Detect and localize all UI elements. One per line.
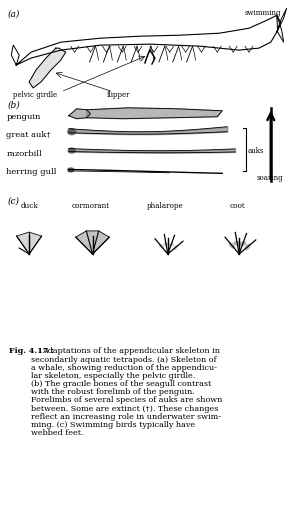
Polygon shape (76, 232, 109, 254)
Text: phalarope: phalarope (146, 202, 183, 210)
Text: Adaptations of the appendicular skeleton in: Adaptations of the appendicular skeleton… (42, 347, 220, 355)
Polygon shape (17, 233, 42, 254)
Ellipse shape (159, 245, 164, 249)
Text: Fig. 4.17 :: Fig. 4.17 : (9, 347, 57, 355)
Text: with the robust forelimb of the penguin.: with the robust forelimb of the penguin. (31, 387, 195, 395)
Ellipse shape (229, 243, 235, 249)
Text: herring gull: herring gull (6, 168, 57, 176)
Text: flipper: flipper (106, 91, 130, 99)
Text: (b) The gracile bones of the seagull contrast: (b) The gracile bones of the seagull con… (31, 379, 211, 387)
Text: pelvic girdle: pelvic girdle (13, 91, 57, 99)
Text: cormorant: cormorant (71, 202, 110, 210)
Ellipse shape (68, 129, 76, 135)
Text: soaring: soaring (257, 174, 284, 182)
Polygon shape (29, 49, 66, 89)
Text: between. Some are extinct (†). These changes: between. Some are extinct (†). These cha… (31, 404, 218, 412)
Text: Forelimbs of several species of auks are shown: Forelimbs of several species of auks are… (31, 395, 222, 404)
Text: coot: coot (229, 202, 245, 210)
Polygon shape (87, 108, 222, 120)
Ellipse shape (245, 244, 250, 250)
Text: auks: auks (248, 146, 264, 154)
Text: a whale, showing reduction of the appendicu-: a whale, showing reduction of the append… (31, 363, 217, 371)
Text: penguin: penguin (6, 112, 41, 121)
Text: swimming: swimming (244, 9, 281, 17)
Text: ming. (c) Swimming birds typically have: ming. (c) Swimming birds typically have (31, 420, 195, 428)
Polygon shape (69, 109, 90, 120)
Text: razorbill: razorbill (6, 149, 42, 157)
Text: (c): (c) (7, 196, 19, 205)
Ellipse shape (240, 242, 246, 246)
Text: secondarily aquatic tetrapods. (a) Skeleton of: secondarily aquatic tetrapods. (a) Skele… (31, 355, 217, 363)
Ellipse shape (169, 243, 173, 247)
Text: lar skeleton, especially the pelvic girdle.: lar skeleton, especially the pelvic gird… (31, 371, 195, 379)
Text: (b): (b) (7, 101, 20, 109)
Ellipse shape (68, 149, 75, 154)
Ellipse shape (164, 243, 168, 246)
Text: reflect an increasing role in underwater swim-: reflect an increasing role in underwater… (31, 412, 221, 420)
Text: duck: duck (20, 202, 38, 210)
Text: great auk†: great auk† (6, 130, 51, 138)
Text: webbed feet.: webbed feet. (31, 428, 84, 436)
Ellipse shape (234, 242, 241, 246)
Text: (a): (a) (7, 9, 20, 18)
Ellipse shape (173, 246, 177, 250)
Ellipse shape (68, 168, 74, 173)
